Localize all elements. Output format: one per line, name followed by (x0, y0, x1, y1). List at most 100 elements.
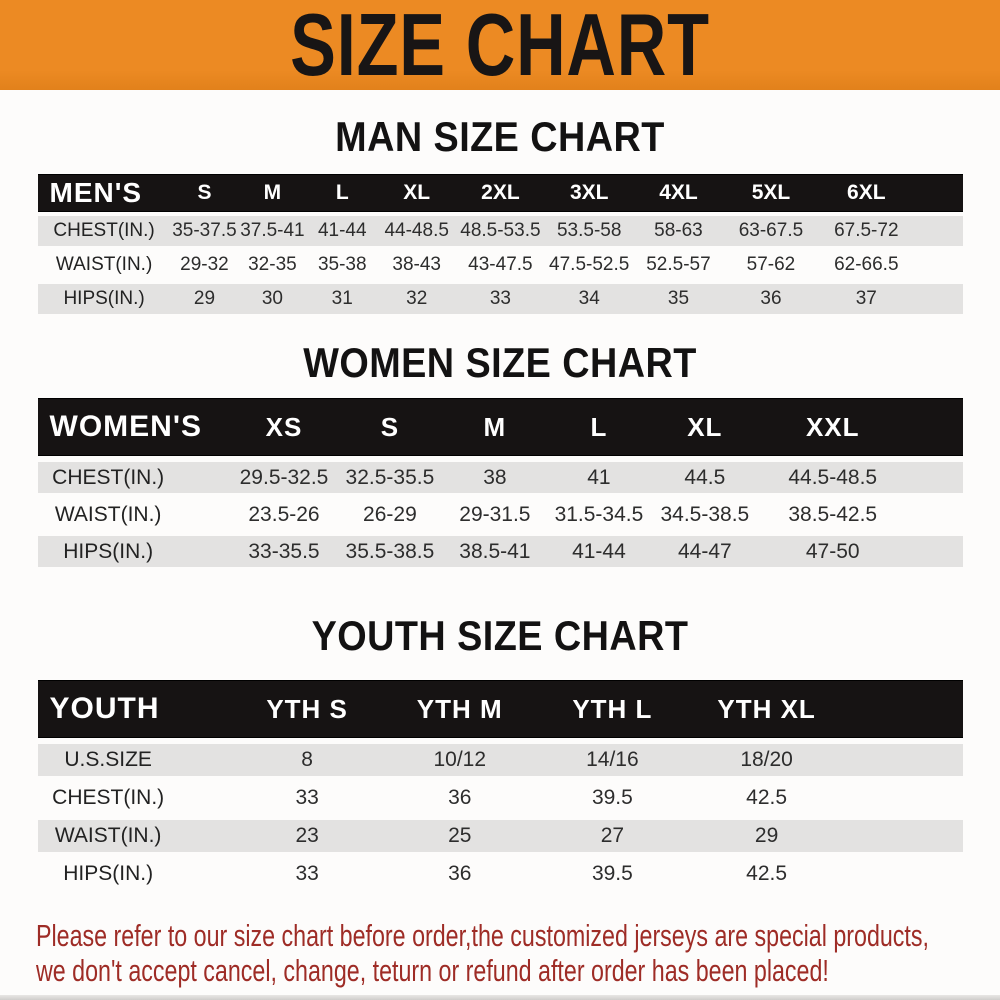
size-value-cell: 43-47.5 (468, 254, 533, 275)
size-value-cell: 47-50 (758, 536, 963, 567)
size-header-row: YOUTH YTH S YTH M YTH L YTH XL (37, 680, 963, 738)
size-header-row: WOMEN'S XS S M L XL XXL (37, 398, 963, 456)
women-table-title-cell: WOMEN'S (37, 398, 231, 456)
youth-size-table: YOUTH YTH S YTH M YTH L YTH XL U.S.SIZE 8 10/12… (37, 674, 963, 896)
size-value-cell: 26-29 (363, 502, 417, 526)
banner: SIZE CHART (0, 0, 1000, 90)
disclaimer-line-2: we don't accept cancel, change, teturn o… (36, 953, 829, 988)
women-section-title: WOMEN SIZE CHART (303, 339, 697, 386)
measurement-row: CHEST(IN.) 33 36 39.5 42.5 (38, 782, 963, 814)
size-column-header: L (306, 174, 378, 212)
size-value-cell: 35.5-38.5 (337, 536, 443, 567)
size-column-header: XL (377, 174, 456, 212)
size-value-cell: 18/20 (688, 744, 963, 776)
bottom-edge-strip (0, 995, 1000, 1000)
size-value-cell: 41-44 (306, 216, 378, 246)
size-value-cell: 44.5-48.5 (758, 462, 963, 493)
size-column-header: YTH L (536, 680, 689, 738)
measurement-row-label: HIPS(IN.) (63, 862, 154, 885)
size-value-cell: 25 (383, 820, 537, 852)
size-value-cell: 62-66.5 (834, 254, 899, 275)
size-value-cell: 39.5 (591, 862, 633, 885)
size-value-cell: 34 (545, 284, 634, 314)
size-value-cell: 52.5-57 (646, 254, 711, 275)
men-size-section: MAN SIZE CHART MEN'S S M L XL 2XL 3XL 4XL 5XL 6XL… (0, 116, 1000, 318)
size-value-cell: 63-67.5 (723, 216, 819, 246)
women-size-section: WOMEN SIZE CHART WOMEN'S XS S M L XL XXL CHEST(… (0, 342, 1000, 573)
measurement-row-label: HIPS(IN.) (37, 536, 231, 567)
size-value-cell: 38-43 (392, 254, 441, 275)
youth-table-title-cell: YOUTH (37, 680, 231, 738)
size-value-cell: 58-63 (633, 216, 724, 246)
size-value-cell: 41 (547, 462, 651, 493)
size-column-header: XS (230, 398, 338, 456)
size-column-header: S (170, 174, 239, 212)
size-column-header: M (442, 398, 548, 456)
size-value-cell: 38 (442, 462, 548, 493)
size-value-cell: 32-35 (248, 254, 297, 275)
men-size-table: MEN'S S M L XL 2XL 3XL 4XL 5XL 6XL CHEST(IN.) 35-37… (37, 170, 963, 318)
size-column-header: 6XL (818, 174, 963, 212)
size-value-cell: 42.5 (746, 786, 788, 809)
measurement-row: HIPS(IN.) 33 36 39.5 42.5 (38, 858, 963, 890)
size-value-cell: 27 (536, 820, 689, 852)
men-section-title: MAN SIZE CHART (335, 113, 665, 160)
disclaimer-line-1: Please refer to our size chart before or… (36, 918, 929, 953)
size-value-cell: 37.5-41 (238, 216, 307, 246)
size-value-cell: 29 (170, 284, 239, 314)
measurement-row-label: CHEST(IN.) (37, 216, 171, 246)
size-value-cell: 36 (448, 862, 472, 885)
size-value-cell: 36 (448, 786, 472, 809)
size-column-header: M (238, 174, 307, 212)
size-value-cell: 35 (633, 284, 724, 314)
size-column-header: 5XL (723, 174, 819, 212)
size-value-cell: 35-37.5 (170, 216, 239, 246)
size-value-cell: 33 (295, 862, 319, 885)
youth-size-section: YOUTH SIZE CHART YOUTH YTH S YTH M YTH L YTH… (0, 615, 1000, 896)
women-size-table: WOMEN'S XS S M L XL XXL CHEST(IN.) 29.5-32.5 32.5… (37, 392, 963, 573)
size-column-header: 4XL (633, 174, 724, 212)
size-value-cell: 10/12 (383, 744, 537, 776)
measurement-row-label: HIPS(IN.) (37, 284, 171, 314)
measurement-row-label: CHEST(IN.) (37, 462, 231, 493)
size-value-cell: 35-38 (317, 254, 367, 275)
size-value-cell: 31.5-34.5 (554, 502, 644, 526)
measurement-row: WAIST(IN.) 23.5-26 26-29 29-31.5 31.5-34.5 34… (38, 499, 963, 530)
banner-title: SIZE CHART (290, 0, 710, 94)
size-value-cell: 36 (723, 284, 819, 314)
size-value-cell: 39.5 (591, 786, 633, 809)
size-value-cell: 37 (818, 284, 963, 314)
size-value-cell: 32.5-35.5 (337, 462, 443, 493)
size-value-cell: 44.5 (650, 462, 759, 493)
size-value-cell: 53.5-58 (545, 216, 634, 246)
measurement-row-label: CHEST(IN.) (52, 786, 165, 809)
size-column-header: S (337, 398, 443, 456)
measurement-row-label: WAIST(IN.) (55, 254, 153, 275)
size-value-cell: 23.5-26 (248, 502, 320, 526)
size-value-cell: 30 (238, 284, 307, 314)
size-value-cell: 67.5-72 (818, 216, 963, 246)
size-column-header: YTH XL (688, 680, 963, 738)
size-value-cell: 33-35.5 (230, 536, 338, 567)
size-value-cell: 29-31.5 (459, 502, 531, 526)
measurement-row-label: WAIST(IN.) (54, 502, 162, 526)
measurement-row: HIPS(IN.) 29 30 31 32 33 34 35 36 37 (37, 284, 963, 314)
size-value-cell: 41-44 (547, 536, 651, 567)
measurement-row: WAIST(IN.) 23 25 27 29 (37, 820, 963, 852)
size-column-header: 3XL (545, 174, 634, 212)
size-value-cell: 29.5-32.5 (230, 462, 338, 493)
size-value-cell: 57-62 (746, 254, 796, 275)
size-value-cell: 42.5 (746, 862, 788, 885)
size-value-cell: 29 (688, 820, 963, 852)
size-column-header: XL (650, 398, 759, 456)
size-column-header: YTH M (383, 680, 537, 738)
size-column-header: 2XL (455, 174, 546, 212)
disclaimer: Please refer to our size chart before or… (0, 918, 1000, 988)
youth-section-title: YOUTH SIZE CHART (311, 612, 689, 659)
size-header-row: MEN'S S M L XL 2XL 3XL 4XL 5XL 6XL (37, 174, 963, 212)
size-value-cell: 38.5-41 (442, 536, 548, 567)
size-value-cell: 29-32 (180, 254, 229, 275)
size-value-cell: 48.5-53.5 (455, 216, 546, 246)
size-column-header: YTH S (230, 680, 384, 738)
size-value-cell: 14/16 (536, 744, 689, 776)
